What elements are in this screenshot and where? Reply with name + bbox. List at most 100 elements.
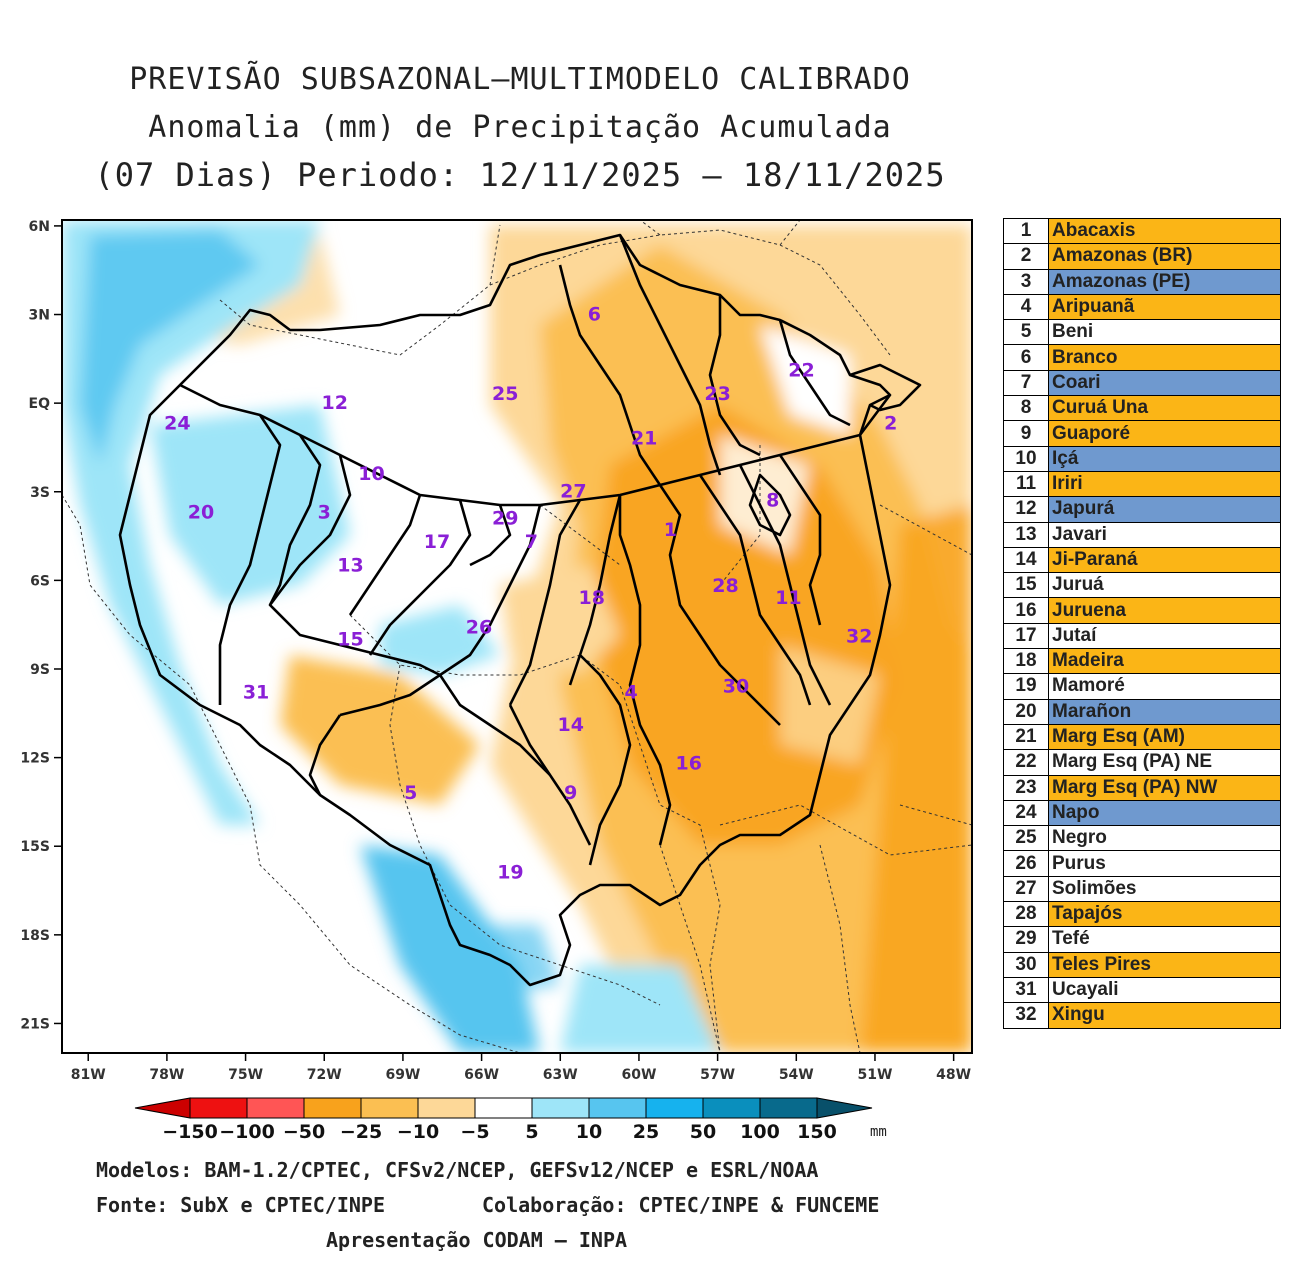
lon-label: 57W (700, 1067, 735, 1083)
legend-row: 5 Beni (1003, 319, 1281, 346)
legend-row: 19 Mamoré (1003, 673, 1281, 700)
latitude-axis: 6N 3N EQ 3S 6S 9S 12S 15S 18S 21S (20, 219, 62, 1032)
legend-number: 26 (1003, 850, 1049, 877)
anomaly-blue-nw (80, 230, 260, 465)
lon-label: 48W (936, 1067, 971, 1083)
legend-basin-name: Xingu (1048, 1002, 1281, 1029)
basin-label-3: 3 (318, 501, 331, 523)
legend-number: 25 (1003, 825, 1049, 852)
colorbar-label: −25 (340, 1121, 382, 1143)
basin-label-27: 27 (560, 481, 586, 503)
legend-basin-name: Solimões (1048, 875, 1281, 903)
anomaly-blue-south (360, 845, 540, 1053)
anomaly-light-blue-napo (150, 405, 350, 605)
lat-label: 6N (29, 219, 50, 235)
lat-label: 12S (20, 751, 50, 767)
basin-label-22: 22 (788, 360, 814, 382)
colorbar-swatch (702, 1097, 761, 1119)
colorbar-labels: −150 −100 −50 −25 −10 −5 5 10 25 50 100 150 (162, 1121, 837, 1143)
legend-basin-name: Guaporé (1048, 420, 1281, 447)
legend-number: 31 (1003, 976, 1049, 1004)
precipitation-anomaly-map: 1234567891011121314151617181920212223242… (20, 219, 973, 1083)
colorbar-label: 5 (525, 1121, 538, 1143)
legend-row: 11 Iriri (1003, 470, 1281, 498)
legend-basin-name: Jutaí (1048, 622, 1281, 650)
legend-basin-name: Marg Esq (PA) NW (1048, 774, 1281, 801)
legend-number: 5 (1003, 319, 1049, 346)
basin-label-30: 30 (723, 676, 749, 698)
legend-number: 30 (1003, 951, 1049, 978)
legend-number: 20 (1003, 698, 1049, 725)
legend-basin-name: Mamoré (1048, 673, 1281, 700)
basin-label-21: 21 (631, 427, 657, 449)
basin-label-6: 6 (588, 303, 601, 325)
anomaly-light-blue-south (560, 965, 720, 1053)
legend-basin-name: Javari (1048, 521, 1281, 548)
colorbar-swatch (189, 1097, 248, 1119)
legend-row: 12 Japurá (1003, 496, 1281, 523)
legend-row: 27 Solimões (1003, 875, 1281, 903)
legend-basin-name: Abacaxis (1048, 217, 1281, 245)
legend-row: 13 Javari (1003, 521, 1281, 548)
anomaly-field (62, 220, 972, 1053)
colorbar-label: −10 (397, 1121, 439, 1143)
legend-number: 1 (1003, 217, 1049, 245)
footer-models: Modelos: BAM-1.2/CPTEC, CFSv2/NCEP, GEFS… (96, 1158, 819, 1182)
lon-label: 75W (228, 1067, 263, 1083)
legend-number: 11 (1003, 470, 1049, 498)
lon-label: 66W (464, 1067, 499, 1083)
colorbar-label: 100 (740, 1121, 780, 1143)
colorbar-label: 25 (633, 1121, 659, 1143)
legend-row: 18 Madeira (1003, 648, 1281, 675)
map-subtitle: Anomalia (mm) de Precipitação Acumulada (148, 110, 892, 145)
lon-label: 54W (779, 1067, 814, 1083)
legend-basin-name: Marañon (1048, 698, 1281, 725)
legend-row: 9 Guaporé (1003, 420, 1281, 447)
basin-label-26: 26 (466, 617, 492, 639)
legend-basin-name: Branco (1048, 344, 1281, 371)
basin-label-5: 5 (404, 782, 417, 804)
legend-row: 7 Coari (1003, 369, 1281, 397)
colorbar-max-arrow (816, 1097, 873, 1119)
legend-basin-name: Madeira (1048, 648, 1281, 675)
lon-label: 51W (857, 1067, 892, 1083)
legend-number: 24 (1003, 799, 1049, 827)
map-title: PREVISÃO SUBSAZONAL—MULTIMODELO CALIBRAD… (129, 62, 911, 97)
legend-row: 3 Amazonas (PE) (1003, 268, 1281, 295)
lat-label: 3S (30, 485, 50, 501)
colorbar-swatch (531, 1097, 590, 1119)
basin-label-25: 25 (492, 383, 518, 405)
legend-row: 16 Juruena (1003, 597, 1281, 624)
colorbar-swatches (134, 1097, 873, 1119)
basin-label-16: 16 (676, 752, 702, 774)
anomaly-light-orange-center (500, 565, 620, 675)
legend-basin-name: Amazonas (BR) (1048, 243, 1281, 270)
legend-basin-name: Tefé (1048, 926, 1281, 953)
legend-number: 28 (1003, 901, 1049, 928)
legend-row: 24 Napo (1003, 799, 1281, 827)
legend-row: 30 Teles Pires (1003, 951, 1281, 978)
legend-basin-name: Beni (1048, 319, 1281, 346)
basin-legend: 1 Abacaxis 2 Amazonas (BR) 3 Amazonas (PE) 4 Ar… (1003, 217, 1281, 1029)
map-frame (61, 219, 973, 1054)
basin-label-28: 28 (712, 575, 738, 597)
legend-number: 19 (1003, 673, 1049, 700)
colorbar-swatch (588, 1097, 647, 1119)
legend-basin-name: Aripuanã (1048, 293, 1281, 321)
colorbar-swatch (474, 1097, 533, 1119)
basin-label-7: 7 (525, 531, 538, 553)
legend-row: 4 Aripuanã (1003, 293, 1281, 321)
legend-number: 14 (1003, 546, 1049, 574)
legend-row: 26 Purus (1003, 850, 1281, 877)
basin-label-15: 15 (337, 628, 363, 650)
legend-basin-name: Ucayali (1048, 976, 1281, 1004)
legend-basin-name: Juruá (1048, 572, 1281, 599)
legend-number: 8 (1003, 395, 1049, 422)
legend-number: 17 (1003, 622, 1049, 650)
legend-row: 31 Ucayali (1003, 976, 1281, 1004)
legend-number: 29 (1003, 926, 1049, 953)
legend-number: 32 (1003, 1002, 1049, 1029)
colorbar-swatch (417, 1097, 476, 1119)
anomaly-blue-south-2 (460, 925, 560, 995)
legend-number: 4 (1003, 293, 1049, 321)
